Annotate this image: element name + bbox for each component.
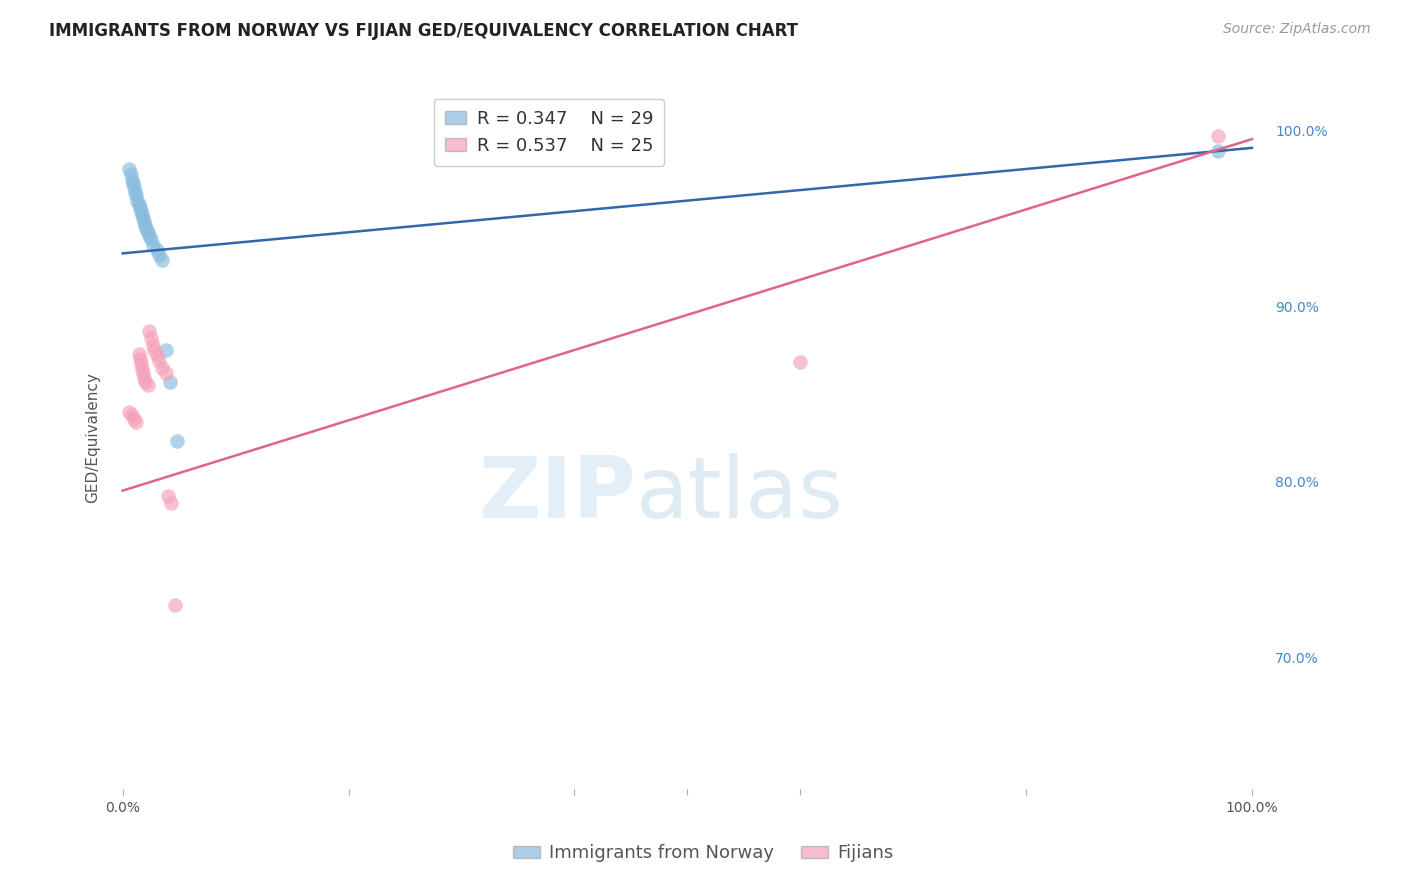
Point bbox=[134, 375, 156, 389]
Point bbox=[1206, 145, 1229, 159]
Y-axis label: GED/Equivalency: GED/Equivalency bbox=[86, 373, 100, 503]
Point bbox=[139, 331, 162, 345]
Point bbox=[128, 351, 150, 366]
Point bbox=[124, 185, 146, 199]
Point bbox=[155, 343, 177, 357]
Point bbox=[134, 218, 156, 232]
Point bbox=[142, 237, 165, 252]
Point bbox=[125, 188, 148, 202]
Point bbox=[125, 415, 148, 429]
Point bbox=[150, 253, 173, 268]
Point bbox=[142, 337, 165, 351]
Point bbox=[132, 366, 155, 380]
Point bbox=[122, 176, 145, 190]
Point bbox=[155, 366, 177, 380]
Text: ZIP: ZIP bbox=[478, 452, 636, 536]
Point bbox=[159, 375, 181, 389]
Point bbox=[128, 197, 150, 211]
Point bbox=[128, 201, 150, 215]
Text: IMMIGRANTS FROM NORWAY VS FIJIAN GED/EQUIVALENCY CORRELATION CHART: IMMIGRANTS FROM NORWAY VS FIJIAN GED/EQU… bbox=[49, 22, 799, 40]
Point bbox=[134, 215, 156, 229]
Point bbox=[131, 208, 153, 222]
Point bbox=[118, 404, 141, 418]
Point bbox=[789, 355, 811, 369]
Text: atlas: atlas bbox=[636, 452, 844, 536]
Point bbox=[506, 145, 529, 159]
Point bbox=[139, 232, 162, 246]
Point bbox=[136, 225, 159, 239]
Point bbox=[439, 145, 461, 159]
Text: Source: ZipAtlas.com: Source: ZipAtlas.com bbox=[1223, 22, 1371, 37]
Point bbox=[120, 167, 142, 181]
Point bbox=[135, 221, 157, 235]
Point bbox=[138, 324, 160, 338]
Point bbox=[163, 598, 186, 612]
Point bbox=[118, 161, 141, 176]
Legend: Immigrants from Norway, Fijians: Immigrants from Norway, Fijians bbox=[506, 838, 900, 870]
Point bbox=[150, 360, 173, 375]
Point bbox=[145, 348, 167, 362]
Point bbox=[132, 211, 155, 226]
Point bbox=[166, 434, 188, 449]
Point bbox=[160, 496, 183, 510]
Point bbox=[131, 362, 153, 376]
Point bbox=[1206, 128, 1229, 143]
Point bbox=[143, 343, 166, 357]
Point bbox=[148, 353, 170, 368]
Point bbox=[134, 371, 156, 385]
Point bbox=[122, 179, 145, 194]
Point bbox=[145, 243, 167, 257]
Point bbox=[148, 248, 170, 262]
Point bbox=[128, 346, 150, 360]
Point bbox=[127, 194, 149, 208]
Point bbox=[136, 378, 159, 392]
Point bbox=[121, 172, 143, 186]
Point bbox=[138, 228, 160, 243]
Point bbox=[129, 357, 152, 371]
Point bbox=[129, 204, 152, 219]
Point bbox=[156, 489, 179, 503]
Legend: R = 0.347    N = 29, R = 0.537    N = 25: R = 0.347 N = 29, R = 0.537 N = 25 bbox=[434, 99, 665, 166]
Point bbox=[121, 408, 143, 422]
Point bbox=[122, 411, 145, 425]
